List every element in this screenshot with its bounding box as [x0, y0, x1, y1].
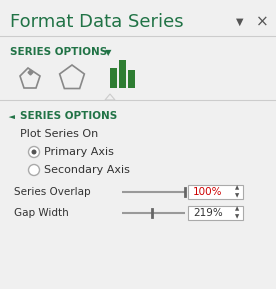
FancyBboxPatch shape: [188, 185, 243, 199]
Bar: [110, 68, 117, 88]
Circle shape: [28, 147, 39, 158]
Polygon shape: [105, 94, 115, 100]
Circle shape: [28, 164, 39, 175]
Circle shape: [31, 149, 36, 155]
Text: ►: ►: [8, 112, 15, 121]
Text: Plot Series On: Plot Series On: [20, 129, 98, 139]
FancyBboxPatch shape: [188, 206, 243, 220]
Text: ▼: ▼: [236, 17, 244, 27]
Text: Gap Width: Gap Width: [14, 208, 69, 218]
Text: Secondary Axis: Secondary Axis: [44, 165, 130, 175]
Text: 100%: 100%: [193, 187, 223, 197]
Text: ▲: ▲: [235, 207, 239, 212]
Text: 219%: 219%: [193, 208, 223, 218]
Text: SERIES OPTIONS: SERIES OPTIONS: [20, 111, 117, 121]
Text: ▲: ▲: [235, 186, 239, 190]
Text: ×: ×: [256, 14, 268, 29]
Text: SERIES OPTIONS: SERIES OPTIONS: [10, 47, 107, 57]
Text: Series Overlap: Series Overlap: [14, 187, 91, 197]
Text: Format Data Series: Format Data Series: [10, 13, 184, 31]
Text: Primary Axis: Primary Axis: [44, 147, 114, 157]
Text: ▼: ▼: [235, 214, 239, 220]
Text: ▼: ▼: [235, 194, 239, 199]
Text: ▼: ▼: [105, 49, 111, 58]
Bar: [128, 70, 135, 88]
Bar: [119, 60, 126, 88]
